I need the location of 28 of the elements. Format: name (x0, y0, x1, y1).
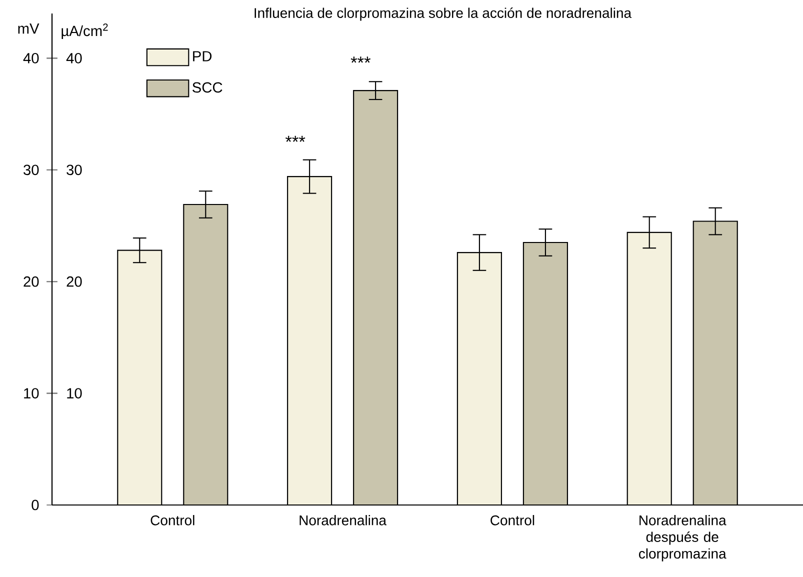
bar (184, 204, 228, 505)
bar (523, 242, 568, 505)
y2-tick-label: 10 (67, 388, 82, 398)
x-tick-label: Control (150, 515, 194, 526)
bar (457, 252, 502, 505)
x-tick-label: Noradrenalina después de clorpromazina (638, 515, 726, 562)
legend-label: PD (193, 51, 212, 62)
chart-title: Influencia de clorpromazina sobre la acción de noradrenalina (254, 8, 632, 21)
y2-tick-label: 40 (66, 52, 82, 64)
bar (626, 232, 672, 505)
x-tick-label: Noradrenalina (300, 515, 386, 526)
y-tick-label: 40 (23, 52, 39, 64)
annotation: *** (285, 136, 306, 142)
y2-tick-label: 30 (66, 164, 82, 176)
y-tick-label: 0 (32, 500, 39, 510)
y2-tick-label: 20 (66, 276, 82, 287)
bar (692, 220, 738, 505)
y2-axis-title: µA/cm$^{2}$ (62, 24, 108, 40)
y-tick-label: 20 (24, 276, 39, 287)
y-axis-title: mV (18, 24, 40, 34)
bar (354, 90, 398, 505)
bar (118, 250, 162, 505)
annotation: *** (350, 56, 371, 63)
y-tick-label: 10 (24, 388, 39, 398)
bar (288, 176, 332, 505)
x-tick-label: Control (490, 515, 534, 526)
legend-label: SCC (192, 82, 222, 93)
y-tick-label: 30 (24, 164, 39, 176)
